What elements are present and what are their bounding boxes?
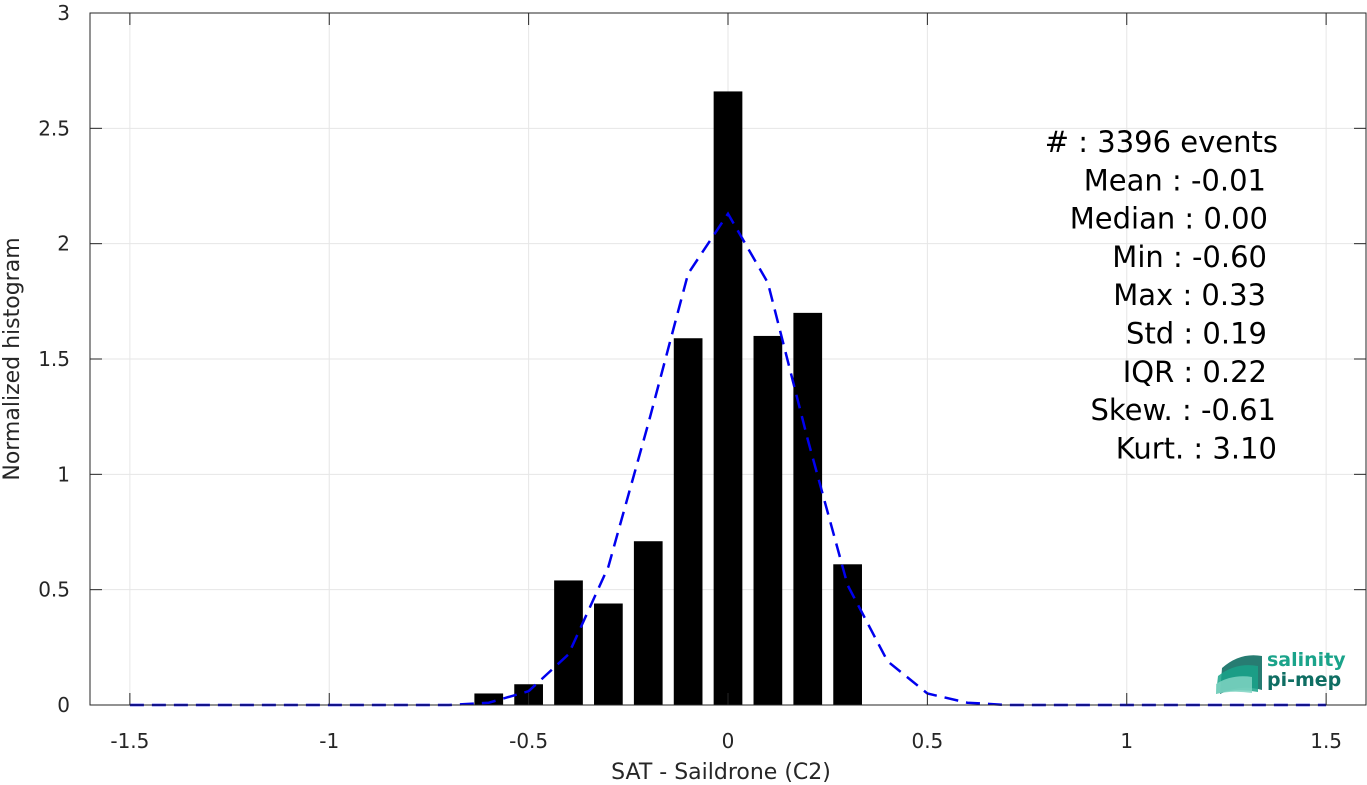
x-tick-labels: -1.5 -1 -0.5 0 0.5 1 1.5 [110,729,1342,753]
logo-wave-icon [1216,655,1262,694]
x-axis-label: SAT - Saildrone (C2) [611,760,831,785]
x-tick-label: 1.5 [1310,729,1342,753]
y-tick-labels: 0 0.5 1 1.5 2 2.5 3 [38,1,70,717]
x-tick-label: -1 [319,729,339,753]
x-tick-label: 1 [1120,729,1133,753]
y-tick-label: 1.5 [38,347,70,371]
histogram-bar [474,693,504,705]
x-tick-label: -0.5 [509,729,548,753]
stats-line: Max : 0.33 [1113,278,1266,312]
x-tick-label: -1.5 [110,729,149,753]
histogram-bar [594,603,623,705]
stats-line: # : 3396 events [1045,125,1278,159]
salinity-pimep-logo: salinity pi-mep [1216,649,1346,694]
stats-line: Mean : -0.01 [1084,163,1266,197]
stats-line: Min : -0.60 [1112,240,1267,274]
histogram-bar [554,580,583,705]
histogram-bar [713,91,743,706]
y-axis-label: Normalized histogram [0,237,25,480]
logo-text-salinity: salinity [1267,649,1346,671]
stats-line: Std : 0.19 [1126,317,1267,351]
y-tick-label: 3 [57,1,70,25]
stats-line: Skew. : -0.61 [1090,393,1276,427]
y-tick-label: 1 [57,462,70,486]
y-tick-label: 2.5 [38,116,70,140]
histogram-bar [793,312,823,705]
histogram-bar [753,335,783,705]
histogram-bar [833,564,862,705]
stats-line: Kurt. : 3.10 [1116,431,1277,465]
histogram-bar [633,541,663,705]
histogram-bars [474,91,862,706]
stats-line: Median : 0.00 [1070,202,1268,236]
stats-box: # : 3396 events Mean : -0.01 Median : 0.00… [1045,125,1278,465]
y-tick-label: 2 [57,232,70,256]
y-tick-label: 0 [57,693,70,717]
logo-text-pimep: pi-mep [1267,669,1341,691]
stats-line: IQR : 0.22 [1123,355,1267,389]
histogram-bar [673,338,703,705]
axis-ticks [90,12,1366,706]
y-tick-label: 0.5 [38,578,70,602]
x-tick-label: 0 [722,729,735,753]
x-tick-label: 0.5 [911,729,943,753]
